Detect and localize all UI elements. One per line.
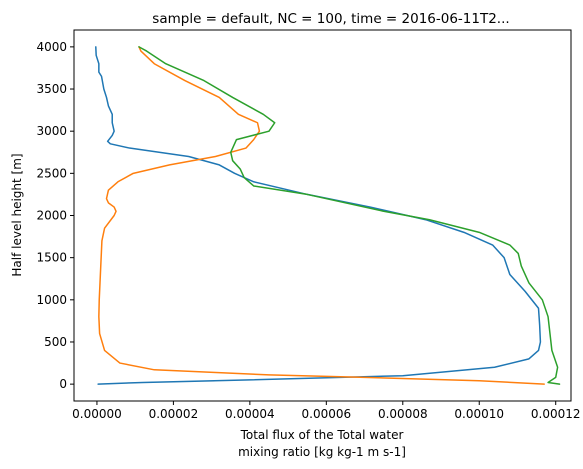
- x-tick-label: 0.00000: [72, 407, 122, 421]
- series-line-2: [98, 46, 545, 385]
- x-axis: 0.00000 0.00002 0.00004 0.00006 0.00008 0.000…: [72, 401, 581, 421]
- y-tick-label: 3000: [36, 124, 67, 138]
- y-tick-label: 500: [44, 335, 67, 349]
- series-layer: [95, 46, 561, 385]
- x-tick-label: 0.00008: [378, 407, 428, 421]
- y-axis: 0 500 1000 1500 2000 2500 3000 3500 4000: [36, 40, 74, 391]
- series-line-3: [138, 46, 561, 385]
- y-tick-label: 3500: [36, 82, 67, 96]
- x-tick-label: 0.00012: [531, 407, 581, 421]
- x-axis-label-line-1: Total flux of the Total water: [240, 428, 404, 442]
- series-line-1: [95, 46, 542, 385]
- y-tick-label: 0: [59, 377, 67, 391]
- y-tick-label: 2500: [36, 166, 67, 180]
- x-tick-label: 0.00002: [149, 407, 199, 421]
- x-tick-label: 0.00006: [302, 407, 352, 421]
- y-tick-label: 2000: [36, 209, 67, 223]
- x-tick-label: 0.00010: [454, 407, 504, 421]
- y-tick-label: 4000: [36, 40, 67, 54]
- x-axis-label-line-2: mixing ratio [kg kg-1 m s-1]: [238, 445, 406, 459]
- y-axis-label: Half level height [m]: [10, 153, 24, 276]
- y-tick-label: 1000: [36, 293, 67, 307]
- x-tick-label: 0.00004: [225, 407, 275, 421]
- chart-title: sample = default, NC = 100, time = 2016-…: [152, 11, 509, 27]
- y-tick-label: 1500: [36, 251, 67, 265]
- plot-frame: [73, 29, 572, 402]
